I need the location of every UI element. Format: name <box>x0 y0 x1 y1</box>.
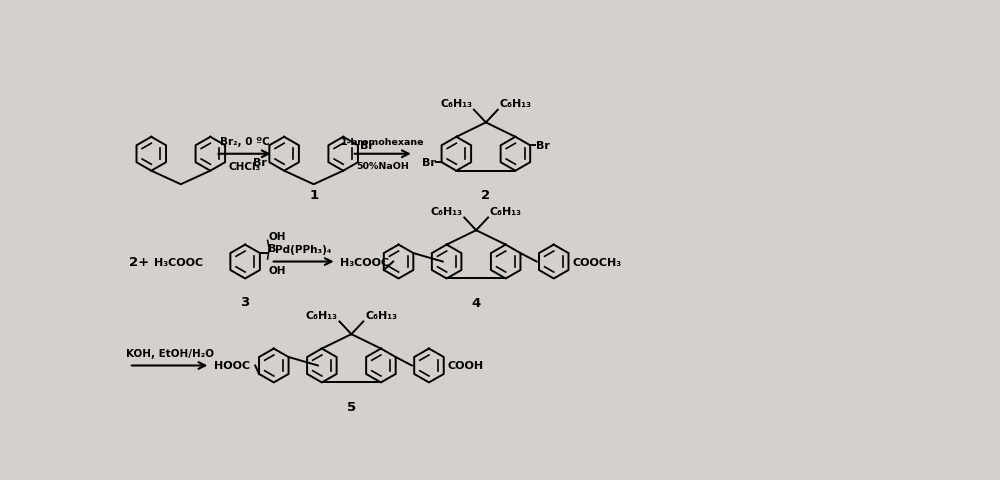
Text: 1: 1 <box>309 189 318 202</box>
Text: 2: 2 <box>481 189 490 202</box>
Text: H₃COOC: H₃COOC <box>154 257 204 267</box>
Text: Br: Br <box>253 158 267 168</box>
Text: C₆H₁₃: C₆H₁₃ <box>306 310 338 320</box>
Text: CHCl₃: CHCl₃ <box>228 162 261 172</box>
Text: B: B <box>268 243 276 253</box>
Text: Br: Br <box>360 141 374 151</box>
Text: Br: Br <box>422 158 436 168</box>
Text: C₆H₁₃: C₆H₁₃ <box>365 310 397 320</box>
Text: 50%NaOH: 50%NaOH <box>356 162 409 171</box>
Text: OH: OH <box>268 232 286 242</box>
Text: C₆H₁₃: C₆H₁₃ <box>500 99 532 109</box>
Text: 5: 5 <box>347 400 356 413</box>
Text: COOH: COOH <box>448 361 484 371</box>
Text: KOH, EtOH/H₂O: KOH, EtOH/H₂O <box>126 348 214 358</box>
Text: C₆H₁₃: C₆H₁₃ <box>431 206 463 216</box>
Text: Br: Br <box>536 141 550 151</box>
Text: 4: 4 <box>472 296 481 309</box>
Text: OH: OH <box>268 265 286 276</box>
Text: 2+: 2+ <box>129 255 149 268</box>
Text: Br₂, 0 ºC: Br₂, 0 ºC <box>220 137 269 147</box>
Text: H₃COOC: H₃COOC <box>340 257 390 267</box>
Text: COOCH₃: COOCH₃ <box>572 257 622 267</box>
Text: C₆H₁₃: C₆H₁₃ <box>490 206 522 216</box>
Text: 1-bromohexane: 1-bromohexane <box>341 138 424 147</box>
Text: Pd(PPh₃)₄: Pd(PPh₃)₄ <box>275 244 332 254</box>
Text: C₆H₁₃: C₆H₁₃ <box>440 99 472 109</box>
Text: 3: 3 <box>240 295 250 308</box>
Text: HOOC: HOOC <box>214 361 250 371</box>
